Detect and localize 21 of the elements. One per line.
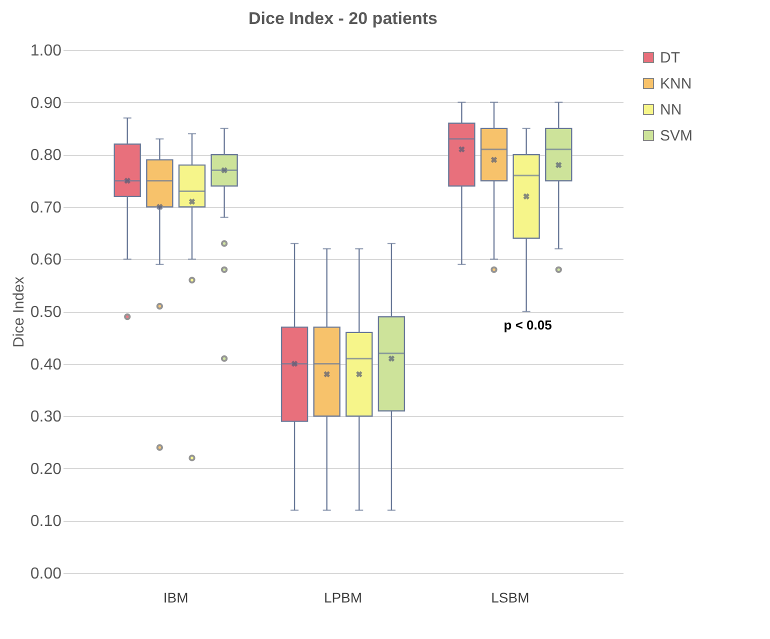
annotation: p < 0.05: [504, 318, 552, 332]
x-tick-label: IBM: [163, 590, 188, 606]
legend-label: DT: [660, 50, 680, 66]
y-tick-label: 0.50: [30, 304, 62, 321]
legend-label: NN: [660, 102, 682, 118]
x-tick-label: LSBM: [491, 590, 530, 606]
y-tick-label: 0.00: [30, 566, 62, 582]
y-tick-label: 0.80: [30, 147, 62, 164]
legend-label: SVM: [660, 128, 693, 144]
y-tick-label: 0.20: [30, 460, 62, 478]
y-tick-label: 0.10: [30, 513, 62, 530]
y-tick-label: 0.70: [30, 199, 62, 216]
y-axis-title: Dice Index: [10, 276, 28, 348]
y-tick-label: 0.60: [30, 252, 62, 269]
legend-label: KNN: [660, 76, 692, 92]
y-tick-label: 1.00: [30, 42, 62, 60]
y-tick-label: 0.90: [30, 94, 62, 112]
x-tick-label: LPBM: [324, 590, 362, 606]
y-tick-label: 0.30: [30, 408, 62, 426]
chart-title: Dice Index - 20 patients: [248, 9, 438, 28]
y-tick-label: 0.40: [30, 356, 62, 374]
